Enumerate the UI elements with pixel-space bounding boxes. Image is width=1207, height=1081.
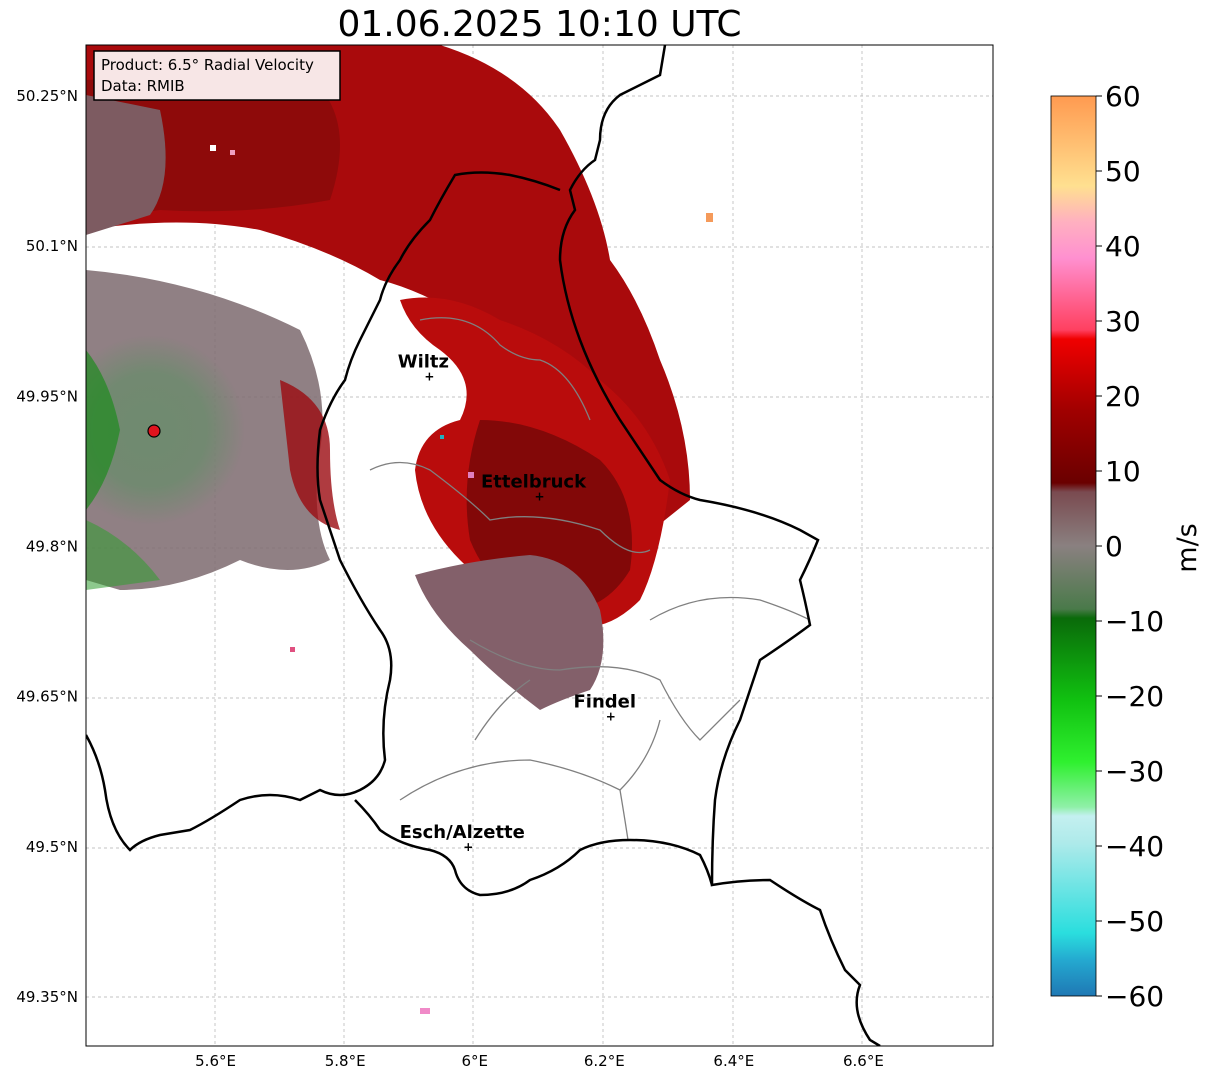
lon-axis: 5.6°E 5.8°E 6°E 6.2°E 6.4°E 6.6°E bbox=[195, 1052, 884, 1070]
lon-tick-label: 5.6°E bbox=[195, 1052, 236, 1070]
info-product: Product: 6.5° Radial Velocity bbox=[101, 56, 314, 74]
lat-tick-label: 49.35°N bbox=[16, 988, 78, 1006]
lon-tick-label: 5.8°E bbox=[325, 1052, 366, 1070]
lat-tick-label: 49.95°N bbox=[16, 387, 78, 405]
lat-tick-label: 50.25°N bbox=[16, 87, 78, 105]
map-title: 01.06.2025 10:10 UTC bbox=[337, 4, 742, 45]
info-data-source: Data: RMIB bbox=[101, 77, 185, 95]
lat-axis: 50.25°N 50.1°N 49.95°N 49.8°N 49.65°N 49.5°N 4… bbox=[16, 87, 78, 1006]
radar-echoes bbox=[86, 45, 713, 1014]
city-label: Esch/Alzette bbox=[400, 822, 525, 843]
national-borders bbox=[86, 45, 881, 1046]
city-marker: + bbox=[463, 840, 473, 854]
lat-tick-label: 49.65°N bbox=[16, 688, 78, 706]
radar-site-marker bbox=[147, 424, 161, 438]
lon-tick-label: 6°E bbox=[461, 1052, 488, 1070]
city-layer: +Wiltz+Ettelbruck+Findel+Esch/Alzette bbox=[398, 351, 636, 854]
city-marker: + bbox=[534, 489, 544, 503]
city-marker: + bbox=[424, 369, 434, 383]
city-marker: + bbox=[606, 710, 616, 724]
admin-borders bbox=[369, 317, 811, 841]
lon-tick-label: 6.6°E bbox=[843, 1052, 884, 1070]
lon-tick-label: 6.4°E bbox=[713, 1052, 754, 1070]
city-label: Findel bbox=[573, 692, 636, 713]
info-box: Product: 6.5° Radial Velocity Data: RMIB bbox=[93, 50, 341, 101]
city-label: Wiltz bbox=[398, 351, 449, 372]
lat-tick-label: 50.1°N bbox=[26, 237, 78, 255]
lat-tick-label: 49.5°N bbox=[26, 838, 78, 856]
lat-tick-label: 49.8°N bbox=[26, 538, 78, 556]
map-frame bbox=[85, 44, 994, 1047]
city-label: Ettelbruck bbox=[481, 471, 587, 492]
lon-tick-label: 6.2°E bbox=[584, 1052, 625, 1070]
